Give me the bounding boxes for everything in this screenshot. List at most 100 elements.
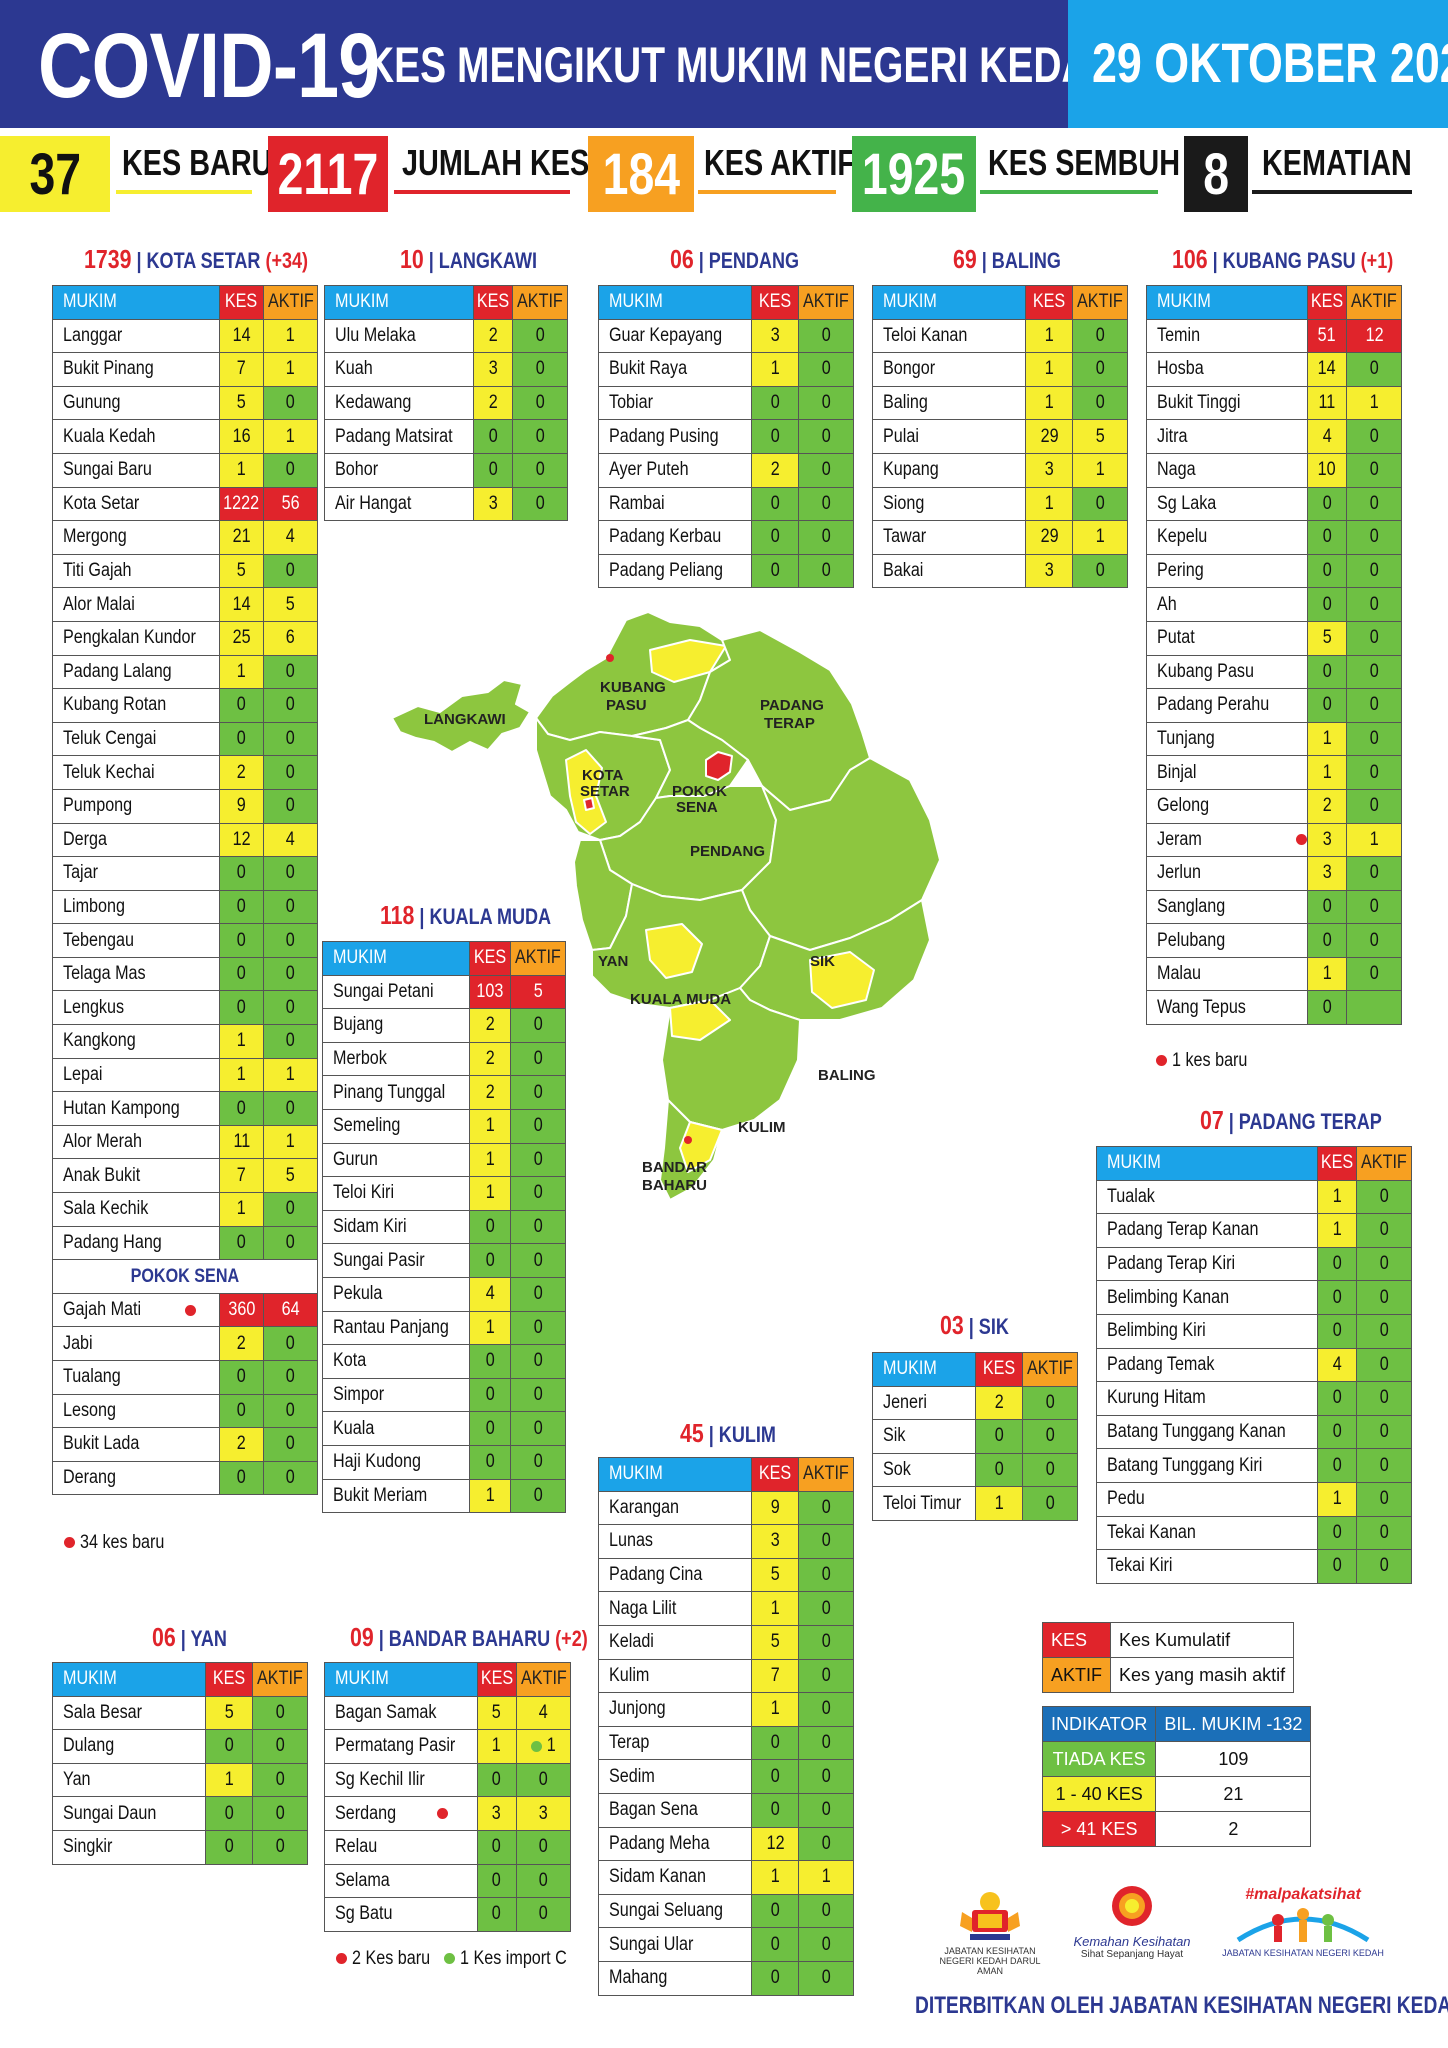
kes-cell: 0 <box>219 721 264 757</box>
map-gajah-mati-red <box>705 751 733 781</box>
table-row: Padang Pusing 0 0 <box>597 419 854 454</box>
table-row: Air Hangat 3 0 <box>323 486 569 522</box>
aktif-cell: 1 <box>798 1860 854 1895</box>
mukim-name: Kubang Pasu <box>1146 654 1308 690</box>
note-bandar-baharu-baru: 2 Kes baru <box>336 1948 444 1970</box>
map-bb-yellow <box>679 1121 723 1173</box>
table-row: Sanglang 0 0 <box>1146 889 1402 925</box>
mukim-name: Alor Merah <box>51 1124 221 1160</box>
kes-cell: 1 <box>469 1310 512 1346</box>
mukim-name: Kuala <box>321 1411 471 1446</box>
aktif-cell: 0 <box>512 318 569 354</box>
table-row: Terap 0 0 <box>597 1725 854 1761</box>
kes-cell: 0 <box>1306 923 1348 958</box>
jkn-logo-text: JABATAN KESIHATAN NEGERI KEDAH DARUL AMA… <box>939 1946 1041 1976</box>
aktif-cell: 0 <box>1022 1419 1078 1454</box>
table-row: Relau 0 0 <box>324 1829 572 1865</box>
table-row: Kepelu 0 0 <box>1146 520 1402 555</box>
kes-cell: 0 <box>751 1759 800 1794</box>
table-row: Kubang Rotan 0 0 <box>51 688 319 723</box>
aktif-cell: 0 <box>262 755 319 790</box>
table-header-row: MUKIM KES AKTIF <box>51 285 319 320</box>
aktif-cell: 0 <box>798 1792 854 1828</box>
aktif-cell: 0 <box>798 1725 854 1761</box>
table-row: Teluk Kechai 2 0 <box>51 755 319 790</box>
table-row: Ulu Melaka 2 0 <box>323 318 569 354</box>
kes-cell: 0 <box>751 520 800 555</box>
aktif-cell: 0 <box>798 1557 854 1593</box>
col-aktif-header: AKTIF <box>1346 285 1402 320</box>
aktif-cell: 0 <box>1356 1481 1413 1517</box>
aktif-cell: 0 <box>262 1393 319 1429</box>
table-row: Sala Besar 5 0 <box>51 1695 308 1731</box>
kes-cell: 1 <box>1306 956 1348 992</box>
map-label-yan: YAN <box>598 953 628 970</box>
mukim-name: Tualang <box>51 1360 221 1395</box>
map-label-sena: SENA <box>676 799 718 816</box>
table-row: Kuah 3 0 <box>323 352 569 387</box>
table-row: Padang Peliang 0 0 <box>597 553 854 589</box>
aktif-cell: 0 <box>510 1041 566 1077</box>
import-case-marker <box>530 1740 542 1752</box>
aktif-cell: 0 <box>1346 755 1402 790</box>
col-mukim-header: MUKIM <box>324 1662 478 1697</box>
table-row: Sungai Baru 1 0 <box>51 452 319 488</box>
kes-cell: 1 <box>751 1692 800 1727</box>
table-row: Tekai Kiri 0 0 <box>1095 1549 1413 1584</box>
legend-aktif-desc: Kes yang masih aktif <box>1110 1657 1295 1693</box>
mukim-name: Dulang <box>51 1729 207 1764</box>
map-label-bandar: BANDAR <box>642 1159 707 1176</box>
mukim-name: Kuah <box>323 352 475 387</box>
mukim-name: Yan <box>51 1762 207 1798</box>
kes-cell: 5 <box>751 1624 800 1660</box>
table-row: Selama 0 0 <box>324 1863 572 1899</box>
aktif-cell: 12 <box>1346 318 1402 354</box>
table-row: Tobiar 0 0 <box>597 385 854 421</box>
aktif-cell: 0 <box>1356 1347 1413 1383</box>
kes-cell: 3 <box>1306 856 1348 891</box>
kematian-underline <box>1252 190 1412 194</box>
table-header-row: MUKIM KES AKTIF <box>1146 285 1402 320</box>
aktif-cell: 0 <box>262 788 319 824</box>
aktif-cell: 3 <box>515 1796 572 1831</box>
mukim-name: Sungai Baru <box>51 452 221 488</box>
table-row: Simpor 0 0 <box>321 1377 566 1413</box>
kematian-label: KEMATIAN <box>1262 142 1412 183</box>
mukim-name: Padang Terap Kiri <box>1095 1246 1319 1282</box>
col-mukim-header: MUKIM <box>51 285 221 320</box>
table-row: Teluk Cengai 0 0 <box>51 721 319 757</box>
col-kes-header: KES <box>476 1662 517 1697</box>
mukim-name: Ulu Melaka <box>323 318 475 354</box>
mukim-name: Sidam Kanan <box>597 1860 753 1895</box>
aktif-cell: 0 <box>515 1863 572 1899</box>
kes-cell: 4 <box>1306 419 1348 454</box>
table-row: Tunjang 1 0 <box>1146 721 1402 757</box>
mukim-name: Jeram <box>1146 822 1308 858</box>
kes-cell: 7 <box>219 1158 264 1194</box>
kes-cell: 2 <box>975 1385 1024 1421</box>
kk-logo-title: Kemahan Kesihatan <box>1073 1934 1191 1949</box>
aktif-cell: 0 <box>510 1377 566 1413</box>
table-sik: MUKIM KES AKTIF Jeneri 2 0 Sik 0 0 Sok 0 0 Teloi Tim… <box>871 1352 1078 1521</box>
aktif-cell: 0 <box>1346 486 1402 522</box>
mukim-name: Pumpong <box>51 788 221 824</box>
table-header-row: MUKIM KES AKTIF <box>597 285 854 320</box>
aktif-cell: 0 <box>510 1344 566 1379</box>
aktif-cell: 0 <box>1022 1486 1078 1521</box>
mukim-name: Serdang <box>324 1796 478 1831</box>
kes-cell: 3 <box>473 352 514 387</box>
table-row: Keladi 5 0 <box>597 1624 854 1660</box>
table-header-row: MUKIM KES AKTIF <box>324 1662 572 1697</box>
aktif-cell: 4 <box>262 520 319 555</box>
col-mukim-header: MUKIM <box>51 1662 207 1697</box>
mukim-name: Lepai <box>51 1057 221 1093</box>
kes-cell: 9 <box>751 1490 800 1526</box>
mukim-name: Jerlun <box>1146 856 1308 891</box>
mukim-name: Air Hangat <box>323 486 475 522</box>
header-banner: COVID-19 KES MENGIKUT MUKIM NEGERI KEDAH… <box>0 0 1448 128</box>
kes-cell: 0 <box>219 990 264 1026</box>
table-header-row: MUKIM KES AKTIF <box>597 1457 854 1492</box>
aktif-cell: 0 <box>798 1524 854 1559</box>
aktif-cell: 0 <box>798 452 854 488</box>
kes-aktif-underline <box>698 190 836 194</box>
